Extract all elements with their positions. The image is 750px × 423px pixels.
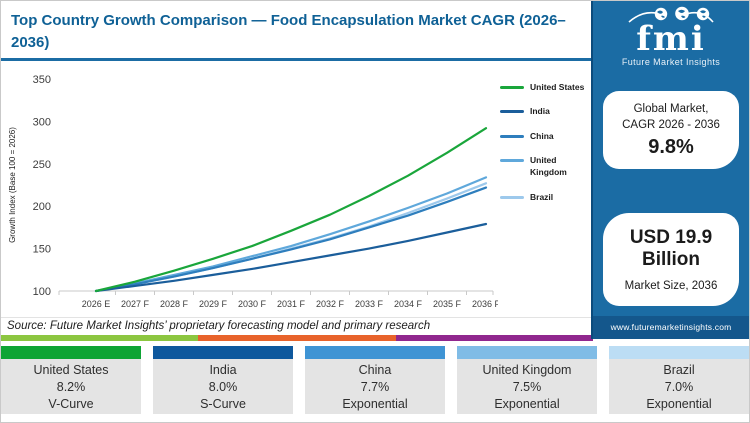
- fmi-logo-text: fmi: [636, 19, 706, 59]
- country-cagr: 7.5%: [512, 380, 542, 394]
- header-divider: [1, 58, 593, 61]
- series-line-india: [94, 222, 488, 293]
- global-cagr-card: Global Market, CAGR 2026 - 2036 9.8%: [603, 90, 739, 170]
- country-card-body: United States 8.2% V-Curve: [1, 359, 141, 414]
- country-name: United Kingdom: [482, 363, 572, 377]
- country-color-bar: [1, 346, 141, 359]
- chart-panel: 100 150 200 250 300 350 2026 E 2027 F 2028 F 2029…: [1, 61, 593, 318]
- legend-line-icon: [500, 110, 524, 114]
- strip-segment: [1, 335, 199, 341]
- legend-label: United Kingdom: [530, 154, 567, 178]
- country-name: United States: [33, 363, 109, 377]
- series-line-united-kingdom: [94, 176, 488, 293]
- legend-item: United States: [500, 81, 593, 93]
- market-size-label: Market Size, 2036: [624, 280, 718, 293]
- country-cagr: 7.0%: [664, 380, 694, 394]
- source-note: Source: Future Market Insights’ propriet…: [7, 320, 431, 332]
- svg-text:200: 200: [33, 201, 51, 213]
- country-curve: Exponential: [342, 397, 408, 411]
- country-color-bar: [609, 346, 749, 359]
- svg-text:300: 300: [33, 116, 51, 128]
- brand-color-strip: [1, 335, 593, 341]
- legend-label: United States: [530, 82, 585, 92]
- svg-text:2036 F: 2036 F: [472, 299, 498, 309]
- country-curve: Exponential: [646, 397, 712, 411]
- strip-segment: [395, 335, 593, 341]
- legend-item: India: [500, 105, 593, 117]
- legend-line-icon: [500, 86, 524, 89]
- svg-text:2028 F: 2028 F: [160, 299, 189, 309]
- header: Top Country Growth Comparison — Food Enc…: [1, 1, 593, 58]
- svg-text:2030 F: 2030 F: [238, 299, 267, 309]
- legend-item: Brazil: [500, 191, 593, 203]
- country-name: China: [358, 363, 392, 377]
- legend-label: Brazil: [530, 191, 554, 202]
- svg-text:2034 F: 2034 F: [394, 299, 423, 309]
- left-panel: Top Country Growth Comparison — Food Enc…: [1, 1, 593, 335]
- page-title: Top Country Growth Comparison — Food Enc…: [11, 12, 566, 51]
- country-name: Brazil: [663, 363, 695, 377]
- country-cagr: 8.2%: [56, 380, 86, 394]
- country-cagr: 7.7%: [360, 380, 390, 394]
- strip-segment: [198, 335, 396, 341]
- country-color-bar: [153, 346, 293, 359]
- fmi-logo: fmi Future Market Insights: [593, 1, 749, 67]
- svg-text:100: 100: [33, 286, 51, 298]
- country-curve: V-Curve: [48, 397, 94, 411]
- global-cagr-value: 9.8%: [648, 136, 694, 159]
- country-card-brazil: Brazil 7.0% Exponential: [609, 346, 749, 414]
- market-size-card: USD 19.9 Billion Market Size, 2036: [603, 213, 739, 307]
- country-color-bar: [305, 346, 445, 359]
- country-card-united-states: United States 8.2% V-Curve: [1, 346, 141, 414]
- svg-text:2027 F: 2027 F: [121, 299, 150, 309]
- country-name: India: [209, 363, 237, 377]
- right-sidebar: fmi Future Market Insights Global Market…: [591, 1, 749, 339]
- legend-label: India: [530, 106, 550, 117]
- country-card-india: India 8.0% S-Curve: [153, 346, 293, 414]
- legend-line-icon: [500, 158, 524, 162]
- country-card-body: Brazil 7.0% Exponential: [609, 359, 749, 414]
- global-cagr-label-1: Global Market,: [633, 102, 709, 115]
- svg-text:2032 F: 2032 F: [316, 299, 345, 309]
- series-line-united-states: [94, 127, 488, 293]
- global-cagr-label-2: CAGR 2026 - 2036: [622, 118, 720, 131]
- svg-text:Growth Index (Base 100 = 2026): Growth Index (Base 100 = 2026): [8, 127, 17, 243]
- svg-text:350: 350: [33, 74, 51, 86]
- svg-text:2035 F: 2035 F: [433, 299, 462, 309]
- svg-text:2033 F: 2033 F: [355, 299, 384, 309]
- svg-text:2031 F: 2031 F: [277, 299, 306, 309]
- market-size-value: USD 19.9 Billion: [629, 227, 713, 271]
- svg-text:2029 F: 2029 F: [199, 299, 228, 309]
- country-cagr: 8.0%: [208, 380, 238, 394]
- svg-text:250: 250: [33, 159, 51, 171]
- website-url: www.futuremarketinsights.com: [593, 316, 749, 339]
- country-curve: Exponential: [494, 397, 560, 411]
- series-line-china: [94, 186, 488, 293]
- legend-item: United Kingdom: [500, 154, 593, 179]
- legend-line-icon: [500, 195, 524, 199]
- growth-line-chart: 100 150 200 250 300 350 2026 E 2027 F 2028 F 2029…: [8, 74, 498, 309]
- country-card-china: China 7.7% Exponential: [305, 346, 445, 414]
- country-card-body: India 8.0% S-Curve: [153, 359, 293, 414]
- chart-legend: United States India China United Kingdom Bra…: [498, 65, 593, 317]
- legend-item: China: [500, 130, 593, 142]
- country-color-bar: [457, 346, 597, 359]
- globe-icons: [628, 6, 714, 23]
- legend-line-icon: [500, 134, 524, 138]
- fmi-logo-subtext: Future Market Insights: [621, 56, 721, 67]
- country-card-body: China 7.7% Exponential: [305, 359, 445, 414]
- country-card-body: United Kingdom 7.5% Exponential: [457, 359, 597, 414]
- svg-text:150: 150: [33, 244, 51, 256]
- legend-label: China: [530, 130, 554, 141]
- country-cards: United States 8.2% V-Curve India 8.0% S-Curve…: [1, 346, 749, 414]
- svg-text:2026 E: 2026 E: [82, 299, 111, 309]
- country-card-united-kingdom: United Kingdom 7.5% Exponential: [457, 346, 597, 414]
- country-curve: S-Curve: [200, 397, 246, 411]
